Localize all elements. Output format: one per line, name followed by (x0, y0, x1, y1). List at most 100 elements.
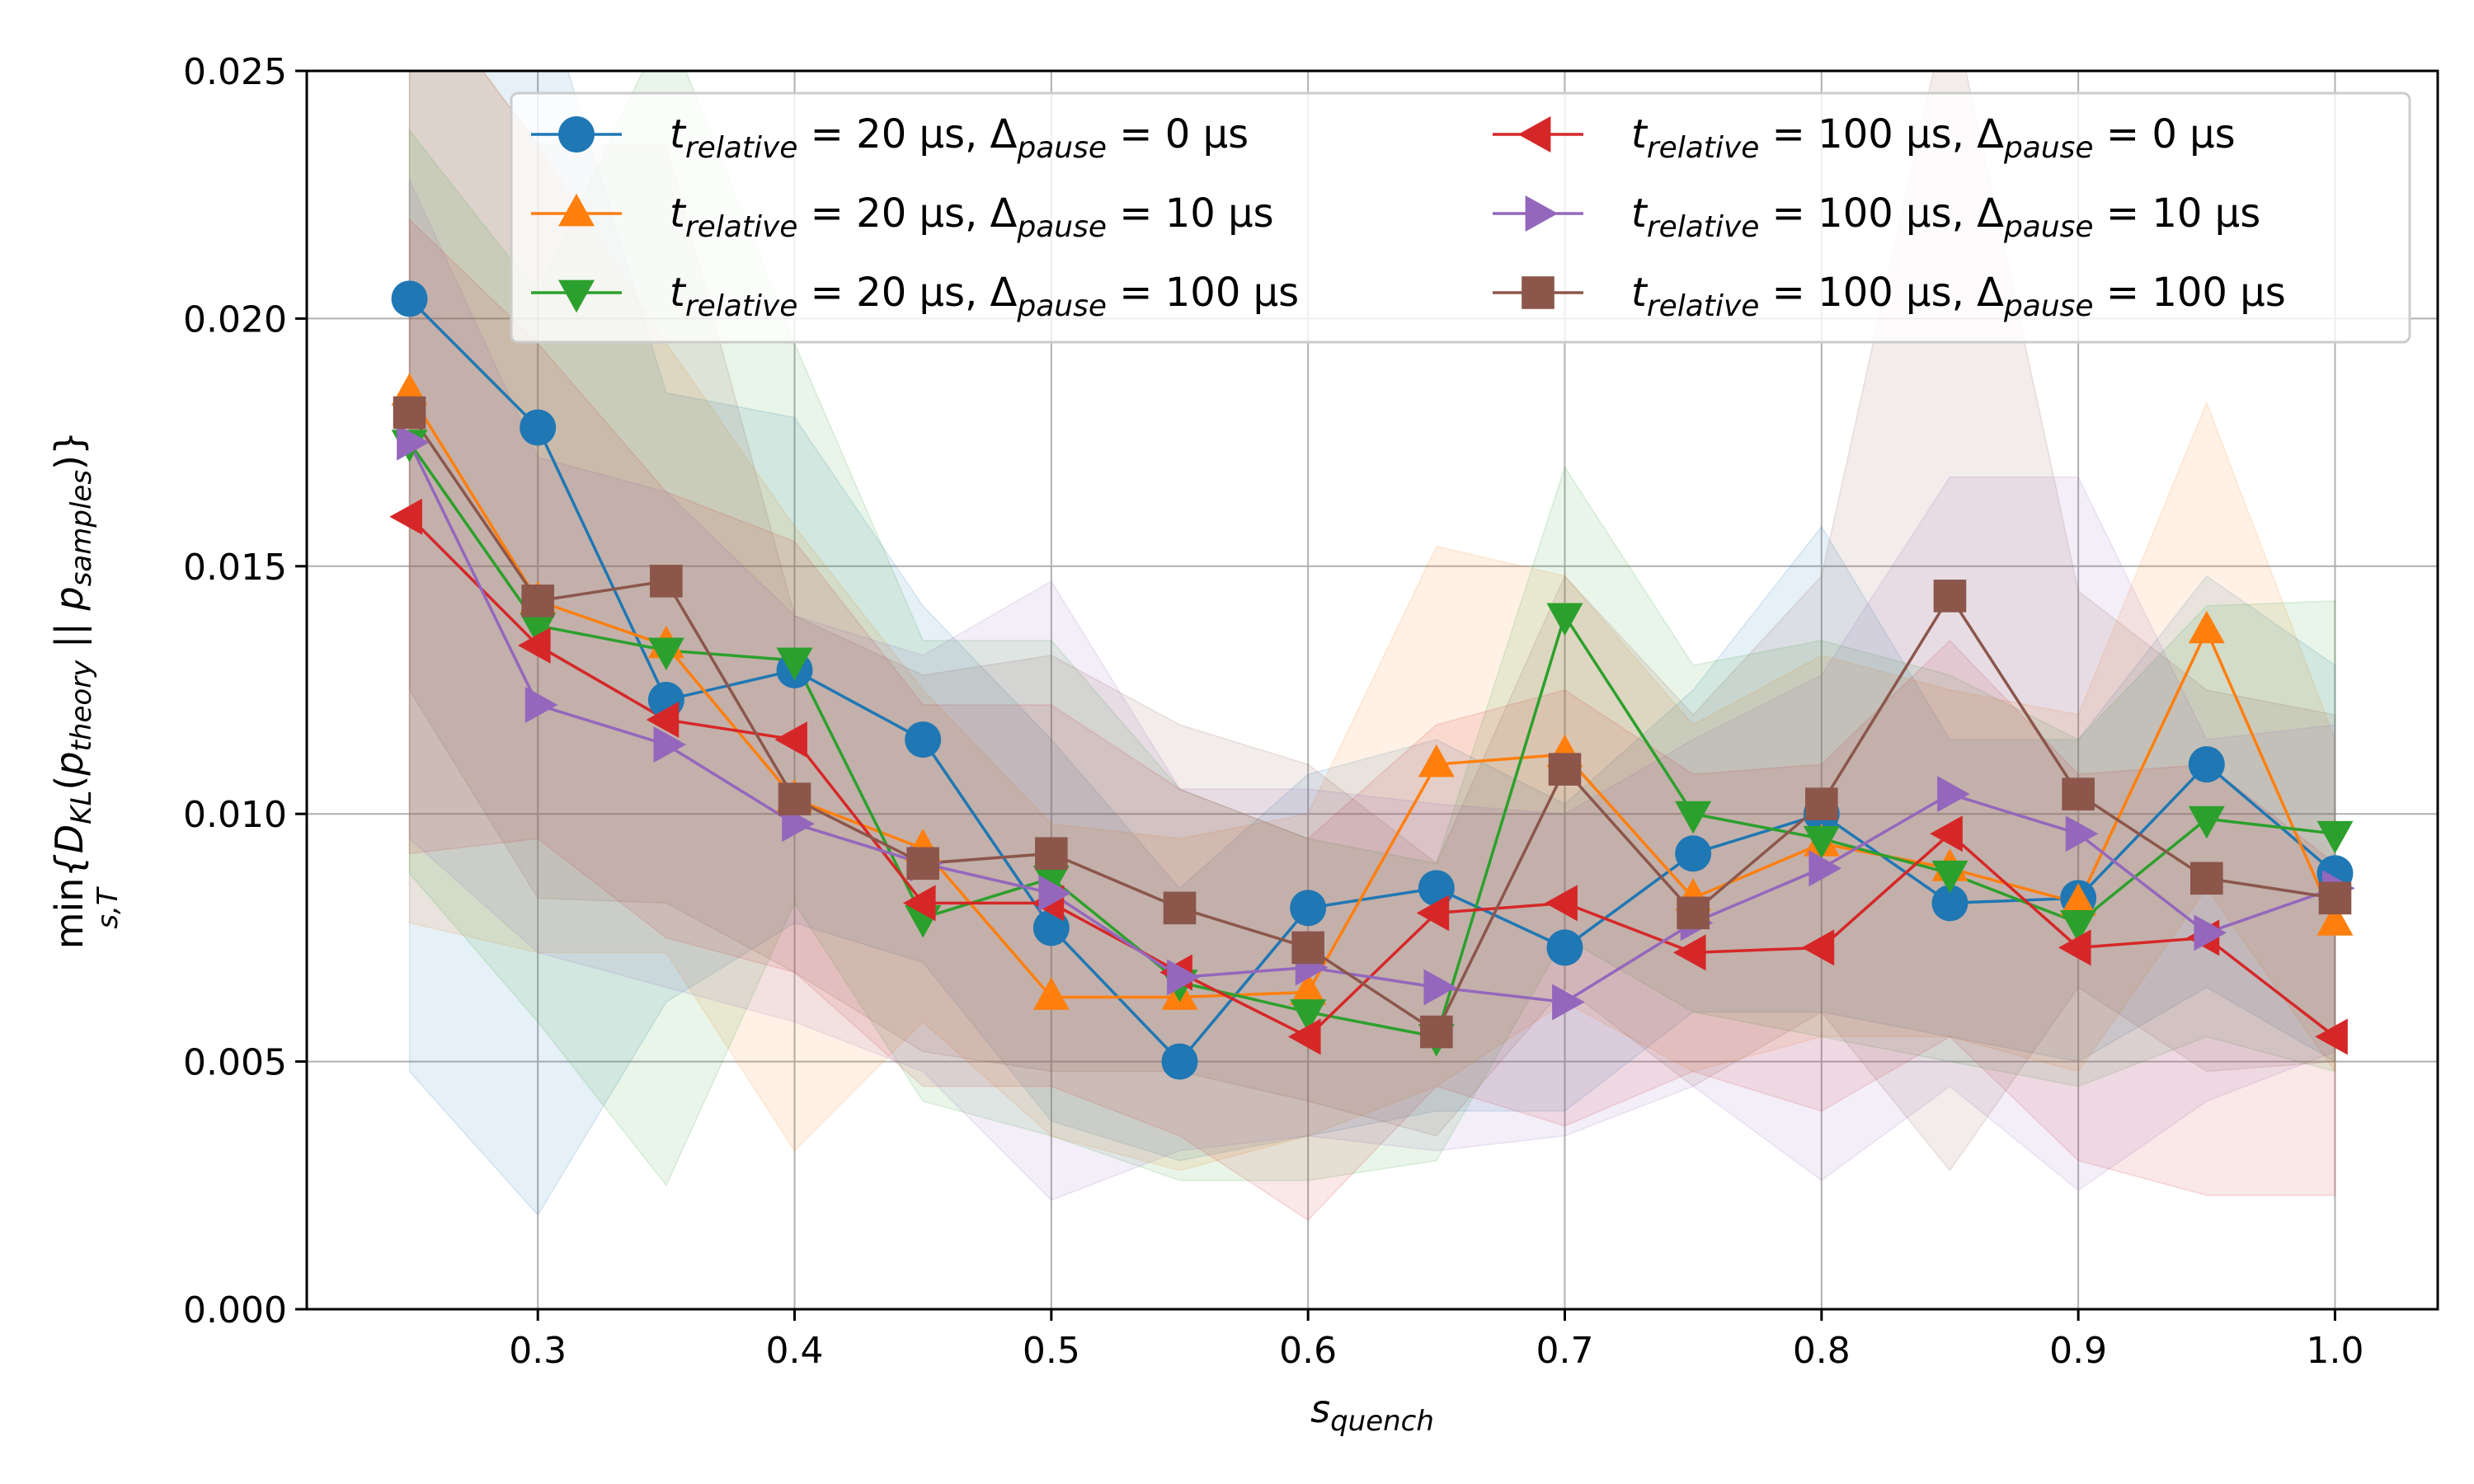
series-2-point (1546, 603, 1583, 636)
series-1-point (1032, 977, 1070, 1010)
legend-entry-3: trelative = 100 μs, Δpause = 0 μs (1631, 111, 2236, 165)
series-4-point (1038, 875, 1072, 912)
series-4-point (2065, 815, 2099, 852)
series-3-point (1416, 895, 1450, 932)
series-5-point (1548, 753, 1582, 786)
x-axis-label: squench (1310, 1387, 1434, 1438)
plot-frame (305, 69, 2439, 1311)
series-3-point (1801, 929, 1835, 966)
series-3-point (1287, 1018, 1321, 1055)
series-0-point (520, 409, 557, 446)
legend-marker-5 (1522, 276, 1554, 309)
series-5-point (521, 585, 554, 618)
legend-marker-2 (558, 279, 595, 313)
series-markers (389, 280, 2355, 1080)
series-2-point (1675, 801, 1712, 834)
series-4-point (1552, 984, 1585, 1021)
series-5-point (2190, 862, 2223, 895)
svg-text:min{DKL(ptheory || psamples)}: min{DKL(ptheory || psamples)} (47, 431, 98, 950)
series-4-point (1167, 959, 1200, 996)
x-tick-label: 1.0 (2306, 1330, 2363, 1372)
series-4-point (1423, 969, 1457, 1006)
series-4-point (653, 726, 687, 763)
series-1-point (1290, 972, 1327, 1005)
series-5-point (1805, 787, 1838, 820)
series-1-band (408, 71, 2336, 1172)
series-5-point (2062, 777, 2095, 810)
series-5-point (1420, 1015, 1453, 1049)
series-lines (407, 298, 2337, 1064)
series-5-point (1035, 837, 1068, 871)
series-3-point (389, 498, 422, 535)
series-2-band (408, 71, 2336, 1187)
series-5-point (1163, 891, 1197, 925)
y-tick-label: 0.000 (183, 1289, 287, 1331)
series-0-point (1161, 1043, 1198, 1080)
series-2-point (1803, 825, 1840, 859)
series-2-point (1931, 860, 1968, 894)
series-2-point (2060, 909, 2097, 943)
legend-marker-3 (1517, 116, 1551, 153)
series-3-point (517, 627, 551, 664)
series-5-point (1677, 896, 1710, 930)
series-5-band (408, 71, 2336, 1172)
y-tick-label: 0.020 (183, 298, 287, 340)
series-4-point (2194, 914, 2227, 951)
series-4-band (408, 179, 2336, 1201)
series-5-point (650, 565, 683, 598)
series-0-point (1675, 835, 1712, 872)
series-2-point (776, 647, 813, 681)
series-3-point (2315, 1018, 2348, 1055)
legend-entry-5: trelative = 100 μs, Δpause = 100 μs (1631, 270, 2286, 323)
legend-entry-2: trelative = 20 μs, Δpause = 100 μs (670, 270, 1299, 323)
y-tick-label: 0.010 (183, 794, 287, 836)
series-1-point (2316, 903, 2354, 936)
series-2-point (520, 613, 557, 646)
legend-entry-1: trelative = 20 μs, Δpause = 10 μs (670, 190, 1274, 244)
x-tick-label: 0.4 (766, 1330, 824, 1372)
y-tick-label: 0.025 (183, 51, 287, 93)
x-tick-label: 0.9 (2049, 1330, 2107, 1372)
series-1-line (408, 392, 2337, 999)
confidence-bands (408, 71, 2336, 1221)
series-0-point (1931, 885, 1968, 922)
legend-marker-1 (558, 193, 595, 227)
x-tick-label: 0.7 (1536, 1330, 1594, 1372)
series-0-point (1290, 890, 1327, 927)
legend-box (510, 92, 2411, 344)
series-3-point (1672, 934, 1706, 971)
series-3-point (1930, 815, 1963, 852)
series-0-point (2188, 746, 2225, 783)
x-axis-ticks: 0.3 0.4 0.5 0.6 0.7 0.8 0.9 1.0 (509, 1309, 2363, 1372)
series-1-point (2060, 883, 2097, 916)
series-5-point (393, 396, 426, 430)
series-4-point (1937, 776, 1970, 813)
series-1-point (2188, 610, 2225, 644)
y-axis-ticks: 0.000 0.005 0.010 0.015 0.020 0.025 (183, 51, 307, 1331)
legend: trelative = 20 μs, Δpause = 0 μs trelativ… (510, 92, 2411, 344)
y-axis-label: min{DKL(ptheory || psamples)} s,T (47, 431, 125, 950)
y-tick-label: 0.005 (183, 1042, 287, 1084)
series-0-band (408, 71, 2336, 1217)
series-5-point (778, 782, 811, 815)
series-4-point (397, 424, 430, 461)
series-3-point (1545, 885, 1578, 922)
series-3-point (2058, 929, 2091, 966)
series-3-point (646, 702, 680, 739)
series-1-point (1418, 744, 1455, 777)
series-0-point (905, 721, 942, 758)
svg-text:s,T: s,T (92, 886, 125, 929)
legend-entry-4: trelative = 100 μs, Δpause = 10 μs (1631, 190, 2260, 244)
series-4-point (1808, 850, 1842, 887)
series-3-line (408, 515, 2336, 1039)
series-0-line (408, 298, 2336, 1064)
series-0-point (1546, 929, 1583, 966)
series-5-point (1933, 580, 1967, 613)
y-tick-label: 0.015 (183, 547, 287, 589)
legend-marker-0 (558, 116, 595, 153)
series-4-point (524, 687, 558, 724)
series-0-point (391, 280, 428, 317)
x-tick-label: 0.6 (1279, 1330, 1337, 1372)
series-5-point (906, 847, 939, 881)
